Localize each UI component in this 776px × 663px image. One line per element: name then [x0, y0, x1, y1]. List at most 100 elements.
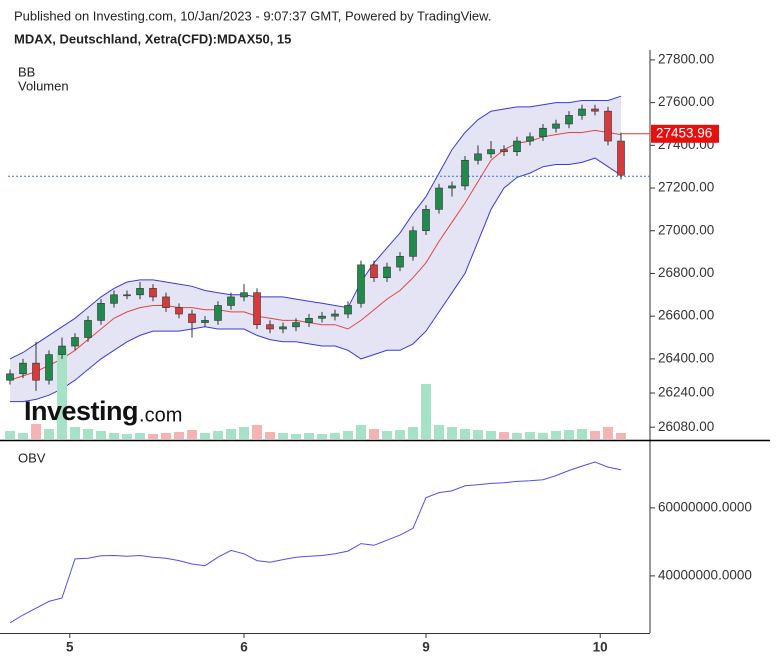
- volume-bar: [499, 432, 509, 439]
- bb-lower-line: [10, 157, 622, 403]
- candle-body: [45, 354, 53, 381]
- volume-bar: [382, 431, 392, 439]
- candle-body: [422, 209, 430, 232]
- candle-body: [435, 187, 443, 210]
- symbol-title: MDAX, Deutschland, Xetra(CFD):MDAX50, 15: [14, 31, 291, 46]
- candle-body: [344, 305, 352, 315]
- candle-body: [175, 307, 183, 315]
- volume-bar: [83, 429, 93, 439]
- volume-bar: [603, 427, 613, 439]
- candle-body: [305, 317, 313, 323]
- volume-bar: [447, 427, 457, 439]
- volume-bar: [512, 433, 522, 439]
- volume-bar: [525, 432, 535, 439]
- volume-bar: [330, 433, 340, 439]
- y-tick-label: 26240.00: [658, 385, 714, 400]
- candle-body: [84, 320, 92, 338]
- y-tick-label: 27000.00: [658, 222, 714, 237]
- indicator-label: Volumen: [18, 78, 69, 93]
- bb-upper-line: [9, 95, 622, 360]
- candle-body: [123, 294, 131, 297]
- candle-body: [58, 345, 66, 355]
- volume-bar: [265, 432, 275, 439]
- candle-body: [448, 185, 456, 189]
- volume-bar: [395, 430, 405, 439]
- candle-body: [578, 108, 586, 116]
- y-tick-label: 26600.00: [658, 308, 714, 323]
- volume-bar: [18, 433, 28, 439]
- volume-bar: [564, 430, 574, 439]
- volume-bar: [473, 430, 483, 439]
- candle-body: [279, 326, 287, 330]
- y-tick-label: 60000000.0000: [658, 499, 752, 514]
- volume-bar: [551, 431, 561, 439]
- candle-body: [461, 159, 469, 187]
- volume-bar: [486, 431, 496, 439]
- volume-bar: [57, 349, 67, 439]
- candle-body: [539, 127, 547, 138]
- last-price-box: [651, 124, 719, 143]
- candle-body: [370, 264, 378, 279]
- volume-bar: [161, 433, 171, 439]
- candle-body: [526, 136, 534, 142]
- obv-line: [9, 461, 622, 624]
- candle-body: [110, 294, 118, 304]
- x-tick-label: 9: [422, 640, 430, 655]
- volume-bar: [135, 433, 145, 439]
- y-tick-label: 26080.00: [658, 419, 714, 434]
- logo: Investing: [24, 396, 138, 426]
- volume-bar: [343, 431, 353, 439]
- volume-bar: [239, 427, 249, 439]
- y-tick-label: 26400.00: [658, 350, 714, 365]
- candle-body: [201, 320, 209, 323]
- candle-body: [513, 140, 521, 153]
- volume-bar: [590, 431, 600, 439]
- volume-bar: [252, 425, 262, 439]
- candle-body: [240, 292, 248, 298]
- candle-body: [188, 313, 196, 323]
- y-tick-label: 27800.00: [658, 51, 714, 66]
- volume-bar: [200, 433, 210, 439]
- candle-body: [292, 322, 300, 328]
- bb-fill: [10, 96, 621, 402]
- volume-bar: [421, 384, 431, 439]
- volume-bar: [226, 429, 236, 439]
- candle-body: [474, 153, 482, 161]
- volume-bar: [174, 432, 184, 439]
- volume-bar: [31, 424, 41, 439]
- published-note: Published on Investing.com, 10/Jan/2023 …: [14, 8, 491, 23]
- volume-bar: [278, 433, 288, 439]
- volume-bar: [460, 429, 470, 439]
- x-tick-label: 5: [66, 640, 74, 655]
- candle-body: [71, 337, 79, 347]
- indicator-label: BB: [18, 64, 35, 79]
- volume-bar: [5, 431, 15, 439]
- logo-suffix: .com: [139, 404, 182, 426]
- last-price-label: 27453.96: [656, 125, 712, 140]
- candle-body: [396, 256, 404, 268]
- volume-bar: [369, 429, 379, 439]
- candle-body: [565, 115, 573, 125]
- x-tick-label: 6: [240, 640, 248, 655]
- volume-bar: [122, 434, 132, 439]
- volume-bar: [304, 433, 314, 439]
- volume-bar: [44, 429, 54, 439]
- candle-body: [97, 303, 105, 321]
- candle-body: [604, 110, 612, 142]
- candle-body: [552, 123, 560, 129]
- candle-body: [409, 230, 417, 257]
- candle-body: [214, 305, 222, 321]
- volume-bar: [356, 425, 366, 439]
- candle-body: [318, 315, 326, 319]
- candle-body: [162, 296, 170, 308]
- volume-bar: [577, 429, 587, 439]
- candle-body: [136, 288, 144, 296]
- volume-bar: [213, 431, 223, 439]
- candle-body: [487, 149, 495, 155]
- y-tick-label: 26800.00: [658, 265, 714, 280]
- candle-body: [227, 296, 235, 306]
- candle-body: [253, 292, 261, 325]
- volume-bar: [70, 427, 80, 439]
- y-tick-label: 27600.00: [658, 94, 714, 109]
